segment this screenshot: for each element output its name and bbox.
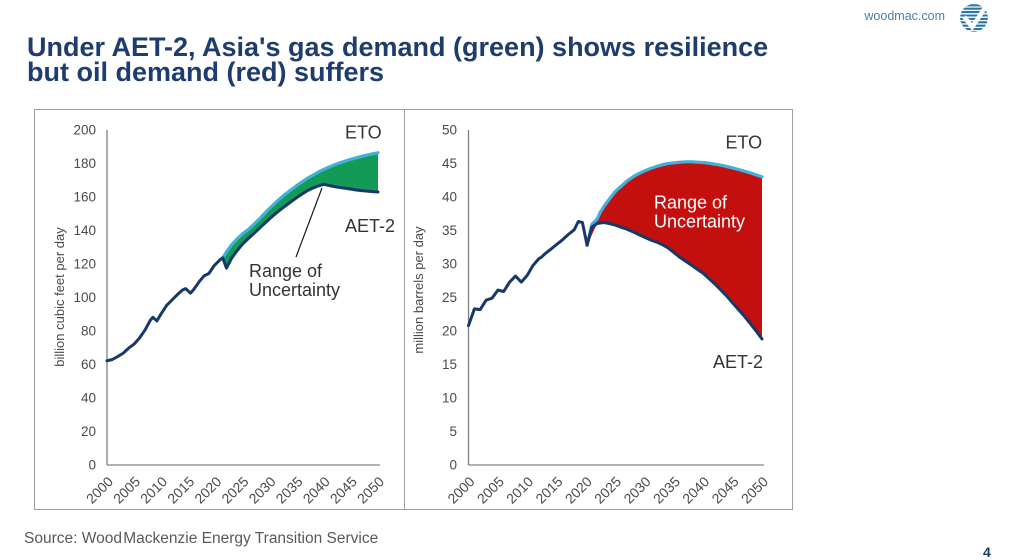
svg-text:Range of: Range of — [654, 193, 728, 213]
svg-text:2030: 2030 — [245, 473, 278, 506]
svg-text:2035: 2035 — [650, 473, 683, 506]
svg-text:2045: 2045 — [708, 473, 741, 506]
svg-text:10: 10 — [442, 391, 457, 406]
svg-text:45: 45 — [442, 156, 457, 171]
svg-text:60: 60 — [81, 357, 96, 372]
svg-text:140: 140 — [73, 223, 96, 238]
svg-text:2005: 2005 — [474, 473, 507, 506]
svg-text:Uncertainty: Uncertainty — [654, 212, 745, 232]
svg-text:100: 100 — [73, 290, 96, 305]
svg-text:2030: 2030 — [620, 473, 653, 506]
svg-text:2005: 2005 — [110, 473, 143, 506]
svg-text:AET-2: AET-2 — [713, 352, 763, 372]
svg-text:Uncertainty: Uncertainty — [249, 280, 340, 300]
svg-text:2040: 2040 — [300, 473, 333, 506]
svg-text:180: 180 — [73, 156, 96, 171]
svg-text:ETO: ETO — [726, 133, 763, 153]
svg-text:ETO: ETO — [345, 123, 382, 143]
svg-text:35: 35 — [442, 223, 457, 238]
svg-text:2010: 2010 — [137, 473, 170, 506]
svg-text:200: 200 — [73, 123, 96, 138]
svg-text:20: 20 — [81, 424, 96, 439]
svg-text:2020: 2020 — [562, 473, 595, 506]
svg-text:2010: 2010 — [503, 473, 536, 506]
svg-text:billion cubic feet per day: billion cubic feet per day — [52, 227, 67, 367]
svg-text:80: 80 — [81, 324, 96, 339]
svg-text:0: 0 — [88, 458, 96, 473]
svg-text:5: 5 — [449, 424, 457, 439]
svg-text:120: 120 — [73, 257, 96, 272]
svg-text:30: 30 — [442, 257, 457, 272]
svg-text:0: 0 — [449, 458, 457, 473]
svg-text:Range of: Range of — [249, 261, 323, 281]
svg-text:2015: 2015 — [532, 473, 565, 506]
svg-text:million barrels per day: million barrels per day — [411, 226, 426, 354]
svg-text:2050: 2050 — [738, 473, 771, 506]
svg-text:2040: 2040 — [679, 473, 712, 506]
svg-text:2000: 2000 — [444, 473, 477, 506]
svg-text:2000: 2000 — [83, 473, 116, 506]
svg-text:40: 40 — [442, 190, 457, 205]
svg-text:2035: 2035 — [272, 473, 305, 506]
svg-text:2020: 2020 — [191, 473, 224, 506]
svg-text:2050: 2050 — [354, 473, 387, 506]
svg-text:25: 25 — [442, 290, 457, 305]
svg-text:2015: 2015 — [164, 473, 197, 506]
svg-text:AET-2: AET-2 — [345, 216, 395, 236]
svg-text:160: 160 — [73, 190, 96, 205]
svg-text:15: 15 — [442, 357, 457, 372]
svg-text:2025: 2025 — [591, 473, 624, 506]
svg-text:2045: 2045 — [327, 473, 360, 506]
svg-text:20: 20 — [442, 324, 457, 339]
svg-text:2025: 2025 — [218, 473, 251, 506]
svg-text:50: 50 — [442, 123, 457, 138]
svg-text:40: 40 — [81, 391, 96, 406]
